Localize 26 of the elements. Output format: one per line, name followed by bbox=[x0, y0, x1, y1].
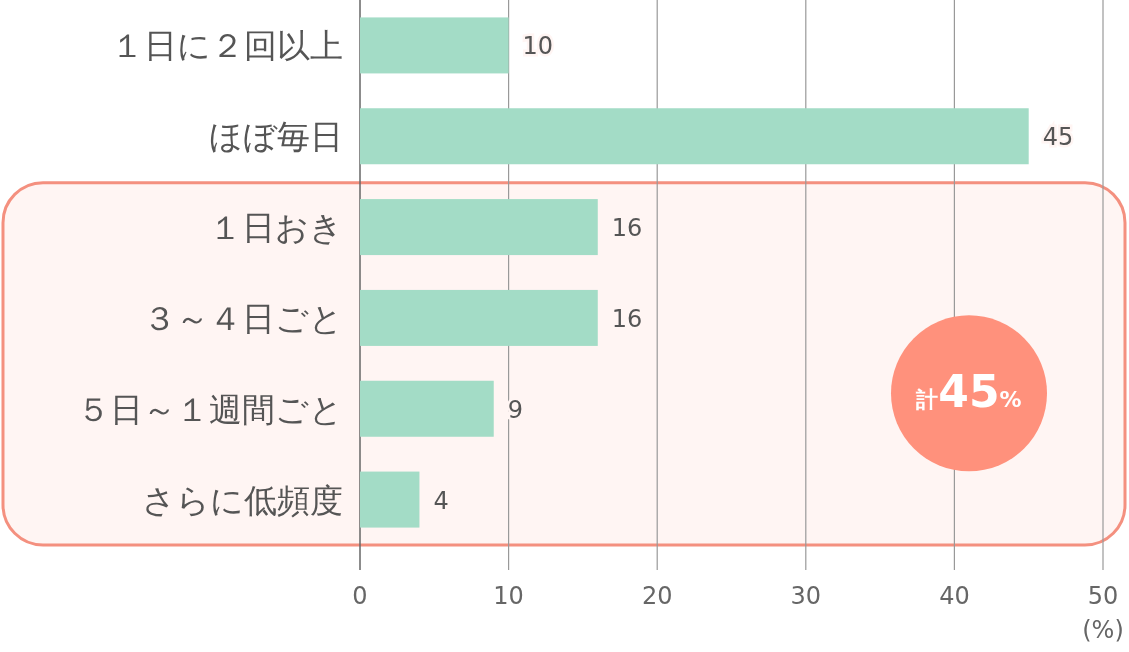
x-tick-label: 10 bbox=[493, 582, 524, 610]
bar bbox=[360, 471, 420, 528]
y-tick-label: ５日～１週間ごと bbox=[77, 389, 343, 429]
y-tick-label: ３～４日ごと bbox=[143, 298, 343, 338]
data-label: 9 bbox=[507, 395, 524, 424]
y-tick-label: １日に２回以上 bbox=[111, 26, 343, 66]
x-tick-label: 30 bbox=[790, 582, 822, 610]
data-label: 16 bbox=[611, 304, 643, 333]
x-axis-title: (%) bbox=[1082, 616, 1124, 644]
bar bbox=[360, 17, 509, 74]
bar bbox=[360, 108, 1029, 165]
y-tick-label: ほぼ毎日 bbox=[209, 117, 343, 157]
x-tick-label: 40 bbox=[939, 582, 970, 610]
x-tick-label: 20 bbox=[641, 582, 673, 610]
data-label: 45 bbox=[1042, 123, 1074, 152]
y-tick-label: １日おき bbox=[209, 208, 343, 248]
data-label: 16 bbox=[611, 214, 643, 243]
bar bbox=[360, 380, 494, 437]
x-tick-label: 0 bbox=[352, 582, 368, 610]
data-label: 10 bbox=[522, 32, 554, 61]
y-tick-label: さらに低頻度 bbox=[142, 480, 343, 520]
x-tick-label: 50 bbox=[1087, 582, 1119, 610]
data-label: 4 bbox=[433, 486, 449, 515]
band-label: 計45% bbox=[915, 366, 1022, 418]
bar bbox=[360, 289, 598, 346]
bar bbox=[360, 199, 598, 256]
